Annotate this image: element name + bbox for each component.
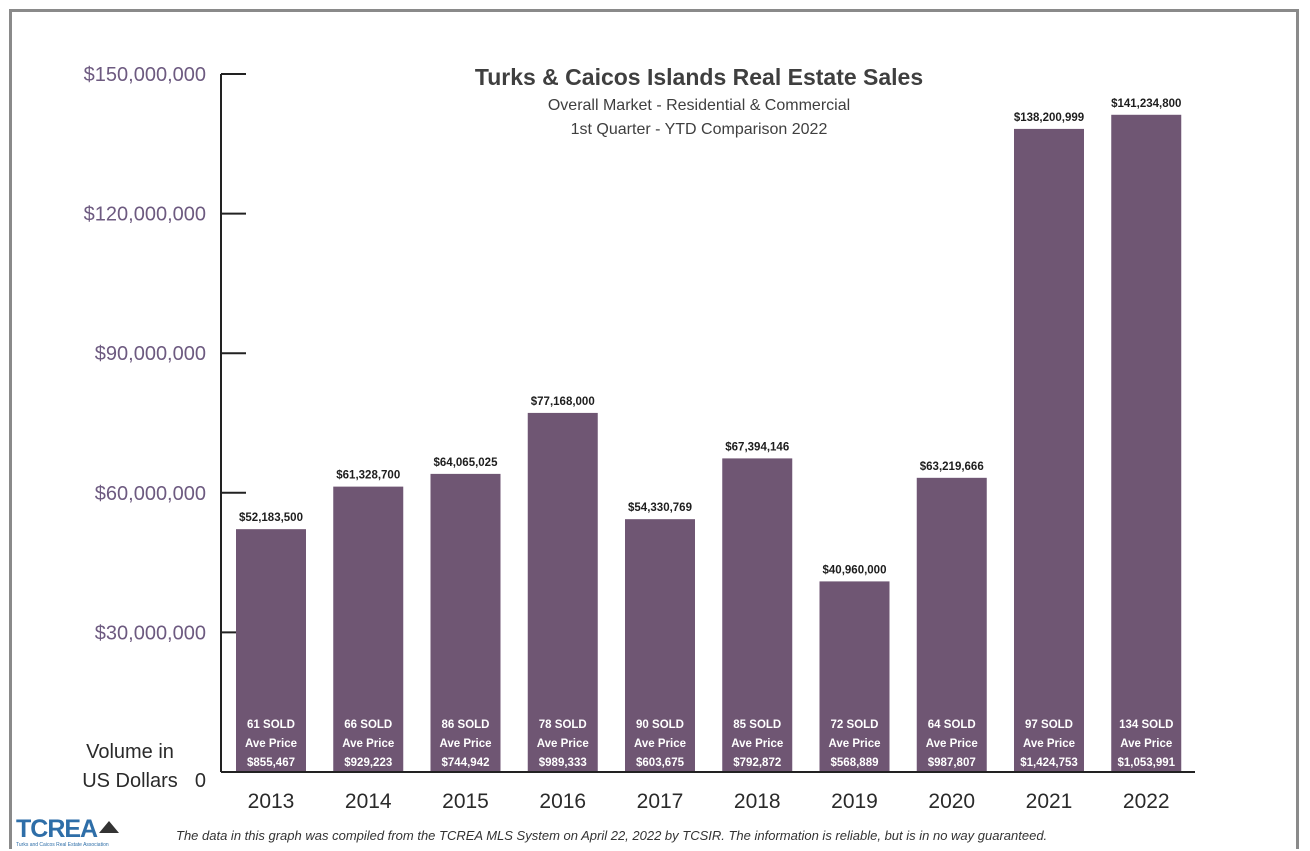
bar-sold-label: 61 SOLD	[247, 719, 295, 731]
y-tick-label: $120,000,000	[84, 204, 206, 226]
bar-ave-price-caption: Ave Price	[245, 738, 297, 750]
x-tick-label: 2019	[831, 790, 878, 813]
x-axis: 2013 2014 2015 2016 2017 2018 2019 2020 2021 2022	[221, 771, 1195, 813]
bar-sold-label: 64 SOLD	[928, 719, 976, 731]
x-tick-label: 2022	[1123, 790, 1170, 813]
bar-ave-price-caption: Ave Price	[440, 738, 492, 750]
bar-2018	[722, 458, 793, 772]
bar-ave-price-caption: Ave Price	[634, 738, 686, 750]
bar-value-label: $67,394,146	[725, 441, 789, 453]
bar-2014	[333, 486, 404, 772]
x-tick-label: 2021	[1026, 790, 1073, 813]
x-tick-label: 2016	[539, 790, 586, 813]
bar-ave-price-value: $792,872	[733, 757, 781, 769]
y-tick-label: $150,000,000	[84, 64, 206, 86]
bar-value-label: $52,183,500	[239, 512, 303, 524]
bar-sold-label: 66 SOLD	[344, 719, 392, 731]
chart-title: Turks & Caicos Islands Real Estate Sales	[475, 64, 923, 90]
chart-subtitle-1: Overall Market - Residential & Commercia…	[548, 97, 850, 114]
bar-value-label: $64,065,025	[434, 457, 499, 469]
x-tick-label: 2015	[442, 790, 489, 813]
bar-sold-label: 78 SOLD	[539, 719, 587, 731]
chart-subtitle-2: 1st Quarter - YTD Comparison 2022	[571, 121, 828, 138]
bar-ave-price-value: $987,807	[928, 757, 976, 769]
bar-ave-price-caption: Ave Price	[926, 738, 978, 750]
bar-2021	[1014, 128, 1084, 773]
x-tick-label: 2018	[734, 790, 781, 813]
bar-sold-label: 134 SOLD	[1119, 719, 1173, 731]
bar-sold-label: 90 SOLD	[636, 719, 684, 731]
x-tick-label: 2017	[637, 790, 684, 813]
bar-value-label: $54,330,769	[628, 502, 692, 514]
bar-ave-price-caption: Ave Price	[1120, 738, 1172, 750]
bar-ave-price-value: $1,424,753	[1020, 757, 1078, 769]
bar-sold-label: 85 SOLD	[733, 719, 781, 731]
bar-ave-price-caption: Ave Price	[342, 738, 394, 750]
bar-value-label: $61,328,700	[336, 470, 400, 482]
bar-ave-price-value: $855,467	[247, 757, 295, 769]
y-tick-label: 0	[195, 770, 206, 792]
bar-2020	[916, 477, 987, 772]
bar-sold-label: 97 SOLD	[1025, 719, 1073, 731]
bar-2019	[819, 581, 890, 772]
bar-2013	[236, 529, 306, 772]
y-axis: 0 $30,000,000 $60,000,000 $90,000,000 $120,0…	[84, 64, 246, 792]
bar-2017	[625, 519, 695, 772]
y-axis-label-line1: Volume in	[86, 741, 174, 763]
x-tick-label: 2013	[248, 790, 295, 813]
y-axis-label-line2: US Dollars	[82, 770, 178, 792]
footnote: The data in this graph was compiled from…	[176, 828, 1048, 843]
bar-ave-price-value: $989,333	[539, 757, 587, 769]
bar-sold-label: 86 SOLD	[442, 719, 490, 731]
bar-ave-price-caption: Ave Price	[731, 738, 783, 750]
bar-ave-price-value: $929,223	[344, 757, 392, 769]
tcrea-logo: TCREA Turks and Caicos Real Estate Assoc…	[16, 817, 146, 849]
bar-ave-price-caption: Ave Price	[537, 738, 589, 750]
bar-2022	[1111, 114, 1182, 772]
logo-tagline: Turks and Caicos Real Estate Association	[16, 842, 109, 848]
bar-ave-price-caption: Ave Price	[1023, 738, 1075, 750]
bars-group: $52,183,500 61 SOLD Ave Price $855,467 $61,3…	[236, 98, 1182, 773]
logo-text: TCREA	[16, 815, 98, 843]
bar-value-label: $77,168,000	[531, 396, 595, 408]
bar-value-label: $141,234,800	[1111, 98, 1181, 110]
bar-ave-price-value: $1,053,991	[1117, 757, 1175, 769]
x-tick-label: 2020	[928, 790, 975, 813]
bar-ave-price-caption: Ave Price	[829, 738, 881, 750]
bar-ave-price-value: $744,942	[442, 757, 490, 769]
x-tick-label: 2014	[345, 790, 392, 813]
bar-sold-label: 72 SOLD	[831, 719, 879, 731]
y-tick-label: $90,000,000	[95, 343, 206, 365]
bar-value-label: $63,219,666	[920, 461, 984, 473]
bar-ave-price-value: $568,889	[831, 757, 879, 769]
y-tick-label: $60,000,000	[95, 483, 206, 505]
y-tick-label: $30,000,000	[95, 622, 206, 644]
bar-2016	[527, 412, 598, 772]
bar-ave-price-value: $603,675	[636, 757, 685, 769]
bar-value-label: $138,200,999	[1014, 112, 1084, 124]
house-roof-icon	[99, 821, 120, 833]
bar-2015	[430, 473, 501, 772]
bar-value-label: $40,960,000	[823, 564, 887, 576]
